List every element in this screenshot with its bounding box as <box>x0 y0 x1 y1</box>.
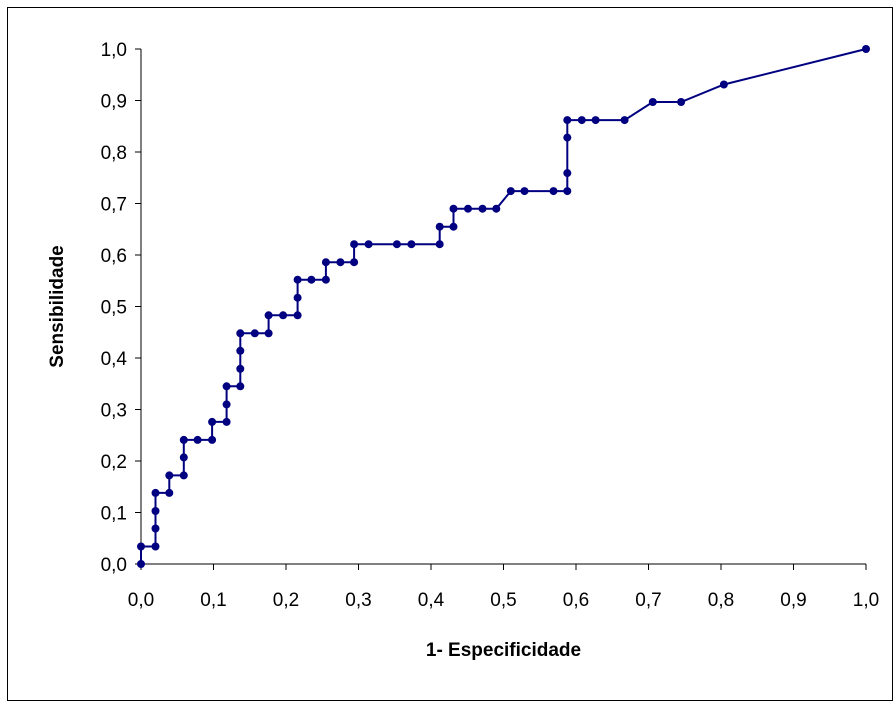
y-tick-label: 0,6 <box>101 246 127 267</box>
data-point <box>165 471 174 480</box>
data-point <box>648 98 657 106</box>
data-point <box>193 435 202 444</box>
data-point <box>236 364 245 373</box>
data-point <box>321 275 330 284</box>
data-point <box>137 560 145 568</box>
data-point <box>179 453 188 462</box>
roc-chart: 0,0 0,1 0,2 0,3 0,4 0,5 0,6 0,7 0,8 0,9 1,0 0,0 0,1… <box>47 40 879 661</box>
y-tick-label: 0,0 <box>101 555 127 576</box>
data-point <box>307 275 316 284</box>
x-tick-label: 0,1 <box>200 590 226 611</box>
data-point <box>435 240 444 249</box>
data-point <box>279 311 288 320</box>
data-point <box>179 435 188 444</box>
x-tick-label: 0,2 <box>273 590 299 611</box>
data-point <box>151 488 160 497</box>
y-tick-labels: 0,0 0,1 0,2 0,3 0,4 0,5 0,6 0,7 0,8 0,9 1,0 <box>101 40 128 576</box>
x-tick-label: 0,4 <box>418 590 445 611</box>
data-point <box>151 542 160 551</box>
data-point <box>364 240 373 249</box>
y-tick-label: 0,8 <box>101 143 127 164</box>
data-point <box>549 187 558 196</box>
data-point <box>222 382 231 391</box>
y-tick-label: 0,2 <box>101 452 127 473</box>
x-tick-label: 0,0 <box>128 590 154 611</box>
data-point <box>563 116 572 125</box>
data-point <box>563 169 572 178</box>
x-tick-label: 0,8 <box>708 590 734 611</box>
x-tick-label: 0,3 <box>345 590 371 611</box>
data-point <box>506 187 515 196</box>
data-point <box>208 417 217 426</box>
data-point <box>478 204 487 213</box>
data-point <box>222 417 231 426</box>
data-point <box>151 507 160 515</box>
y-axis-title: Sensibilidade <box>47 245 68 367</box>
data-point <box>563 187 572 196</box>
data-point <box>264 311 273 320</box>
data-point <box>435 222 444 231</box>
data-point <box>137 542 145 551</box>
roc-markers <box>137 45 870 568</box>
data-point <box>250 329 259 338</box>
data-point <box>407 240 416 249</box>
data-point <box>293 293 302 302</box>
x-tick-labels: 0,0 0,1 0,2 0,3 0,4 0,5 0,6 0,7 0,8 0,9 1,0 <box>128 590 879 611</box>
data-point <box>165 488 174 497</box>
y-tick-label: 0,9 <box>101 92 127 113</box>
data-point <box>321 258 330 267</box>
data-point <box>577 116 586 125</box>
roc-curve-line <box>140 48 867 564</box>
data-point <box>350 258 359 267</box>
data-point <box>591 116 600 125</box>
data-point <box>719 80 728 89</box>
x-tick-label: 1,0 <box>853 590 879 611</box>
y-tick-label: 0,3 <box>101 401 127 422</box>
data-point <box>350 240 359 249</box>
x-tick-label: 0,5 <box>490 590 516 611</box>
y-tick-label: 0,1 <box>101 504 127 525</box>
chart-area: 0,0 0,1 0,2 0,3 0,4 0,5 0,6 0,7 0,8 0,9 1,0 0,0 0,1… <box>7 7 893 701</box>
x-tick-label: 0,6 <box>563 590 589 611</box>
data-point <box>520 187 529 196</box>
data-point <box>293 275 302 284</box>
data-point <box>208 435 217 444</box>
x-tick-label: 0,9 <box>780 590 806 611</box>
data-point <box>264 329 273 338</box>
data-point <box>862 45 870 53</box>
y-tick-label: 0,4 <box>101 349 128 370</box>
x-axis-title: 1- Especificidade <box>426 640 581 661</box>
data-point <box>236 346 245 355</box>
data-point <box>392 240 401 249</box>
data-point <box>449 204 458 213</box>
data-point <box>677 98 686 106</box>
y-tick-label: 0,7 <box>101 195 127 216</box>
data-point <box>449 222 458 231</box>
axes <box>135 48 867 570</box>
data-point <box>151 524 160 533</box>
data-point <box>236 329 245 338</box>
data-point <box>336 258 345 267</box>
data-point <box>236 382 245 391</box>
data-point <box>179 471 188 480</box>
data-point <box>563 133 572 142</box>
x-tick-label: 0,7 <box>635 590 661 611</box>
data-point <box>492 204 501 213</box>
data-point <box>293 311 302 320</box>
data-point <box>464 204 472 213</box>
y-tick-label: 1,0 <box>101 40 127 61</box>
y-tick-label: 0,5 <box>101 298 127 319</box>
data-point <box>620 116 629 125</box>
data-point <box>222 400 231 409</box>
